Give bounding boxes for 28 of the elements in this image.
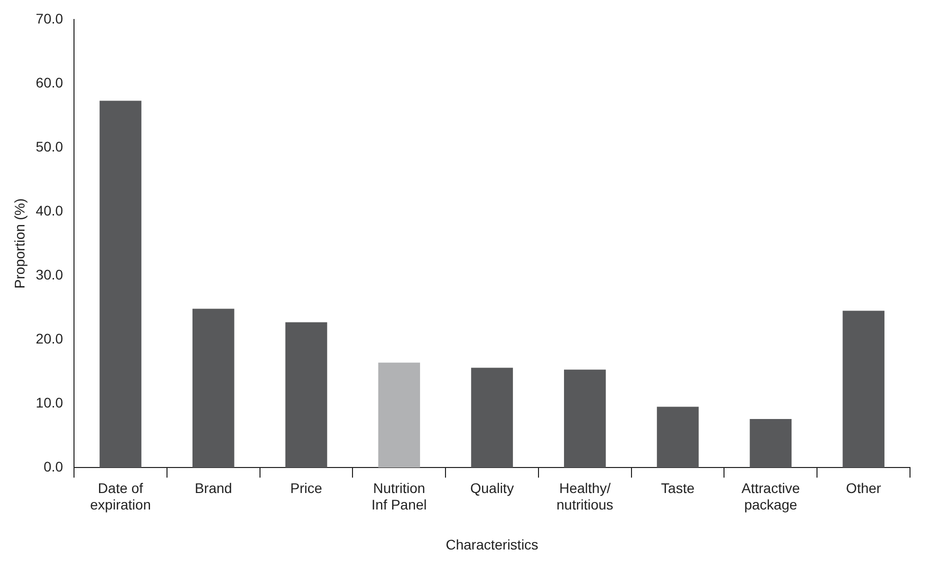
y-axis-title: Proportion (%) (11, 198, 28, 289)
bar (100, 100, 142, 468)
x-axis-title: Characteristics (446, 536, 538, 552)
bar (750, 418, 792, 468)
y-tick-label: 50.0 (36, 138, 64, 154)
bar (564, 370, 606, 468)
x-tick-label: Price (290, 480, 322, 496)
bar (192, 308, 234, 468)
x-tick-label: Taste (661, 480, 695, 496)
bar (842, 310, 884, 468)
y-tick-label: 40.0 (36, 202, 64, 218)
x-tick-label: Date of expiration (90, 480, 151, 513)
bar (471, 368, 513, 468)
bar (378, 362, 420, 468)
y-tick-label: 60.0 (36, 74, 64, 90)
y-tick-label: 70.0 (36, 10, 64, 26)
x-tick-label: Other (846, 480, 882, 496)
y-tick-label: 10.0 (36, 394, 64, 410)
y-tick-label: 20.0 (36, 330, 64, 346)
x-tick-label: Brand (194, 480, 232, 496)
y-tick-label: 0.0 (44, 458, 64, 474)
bar (285, 322, 328, 468)
x-tick-label: Attractive package (741, 480, 800, 513)
y-tick-label: 30.0 (36, 266, 64, 282)
bar (656, 406, 699, 468)
x-tick-label: Nutrition Inf Panel (372, 480, 427, 513)
x-tick-label: Healthy/ nutritious (556, 480, 614, 513)
x-tick-label: Quality (470, 480, 514, 496)
